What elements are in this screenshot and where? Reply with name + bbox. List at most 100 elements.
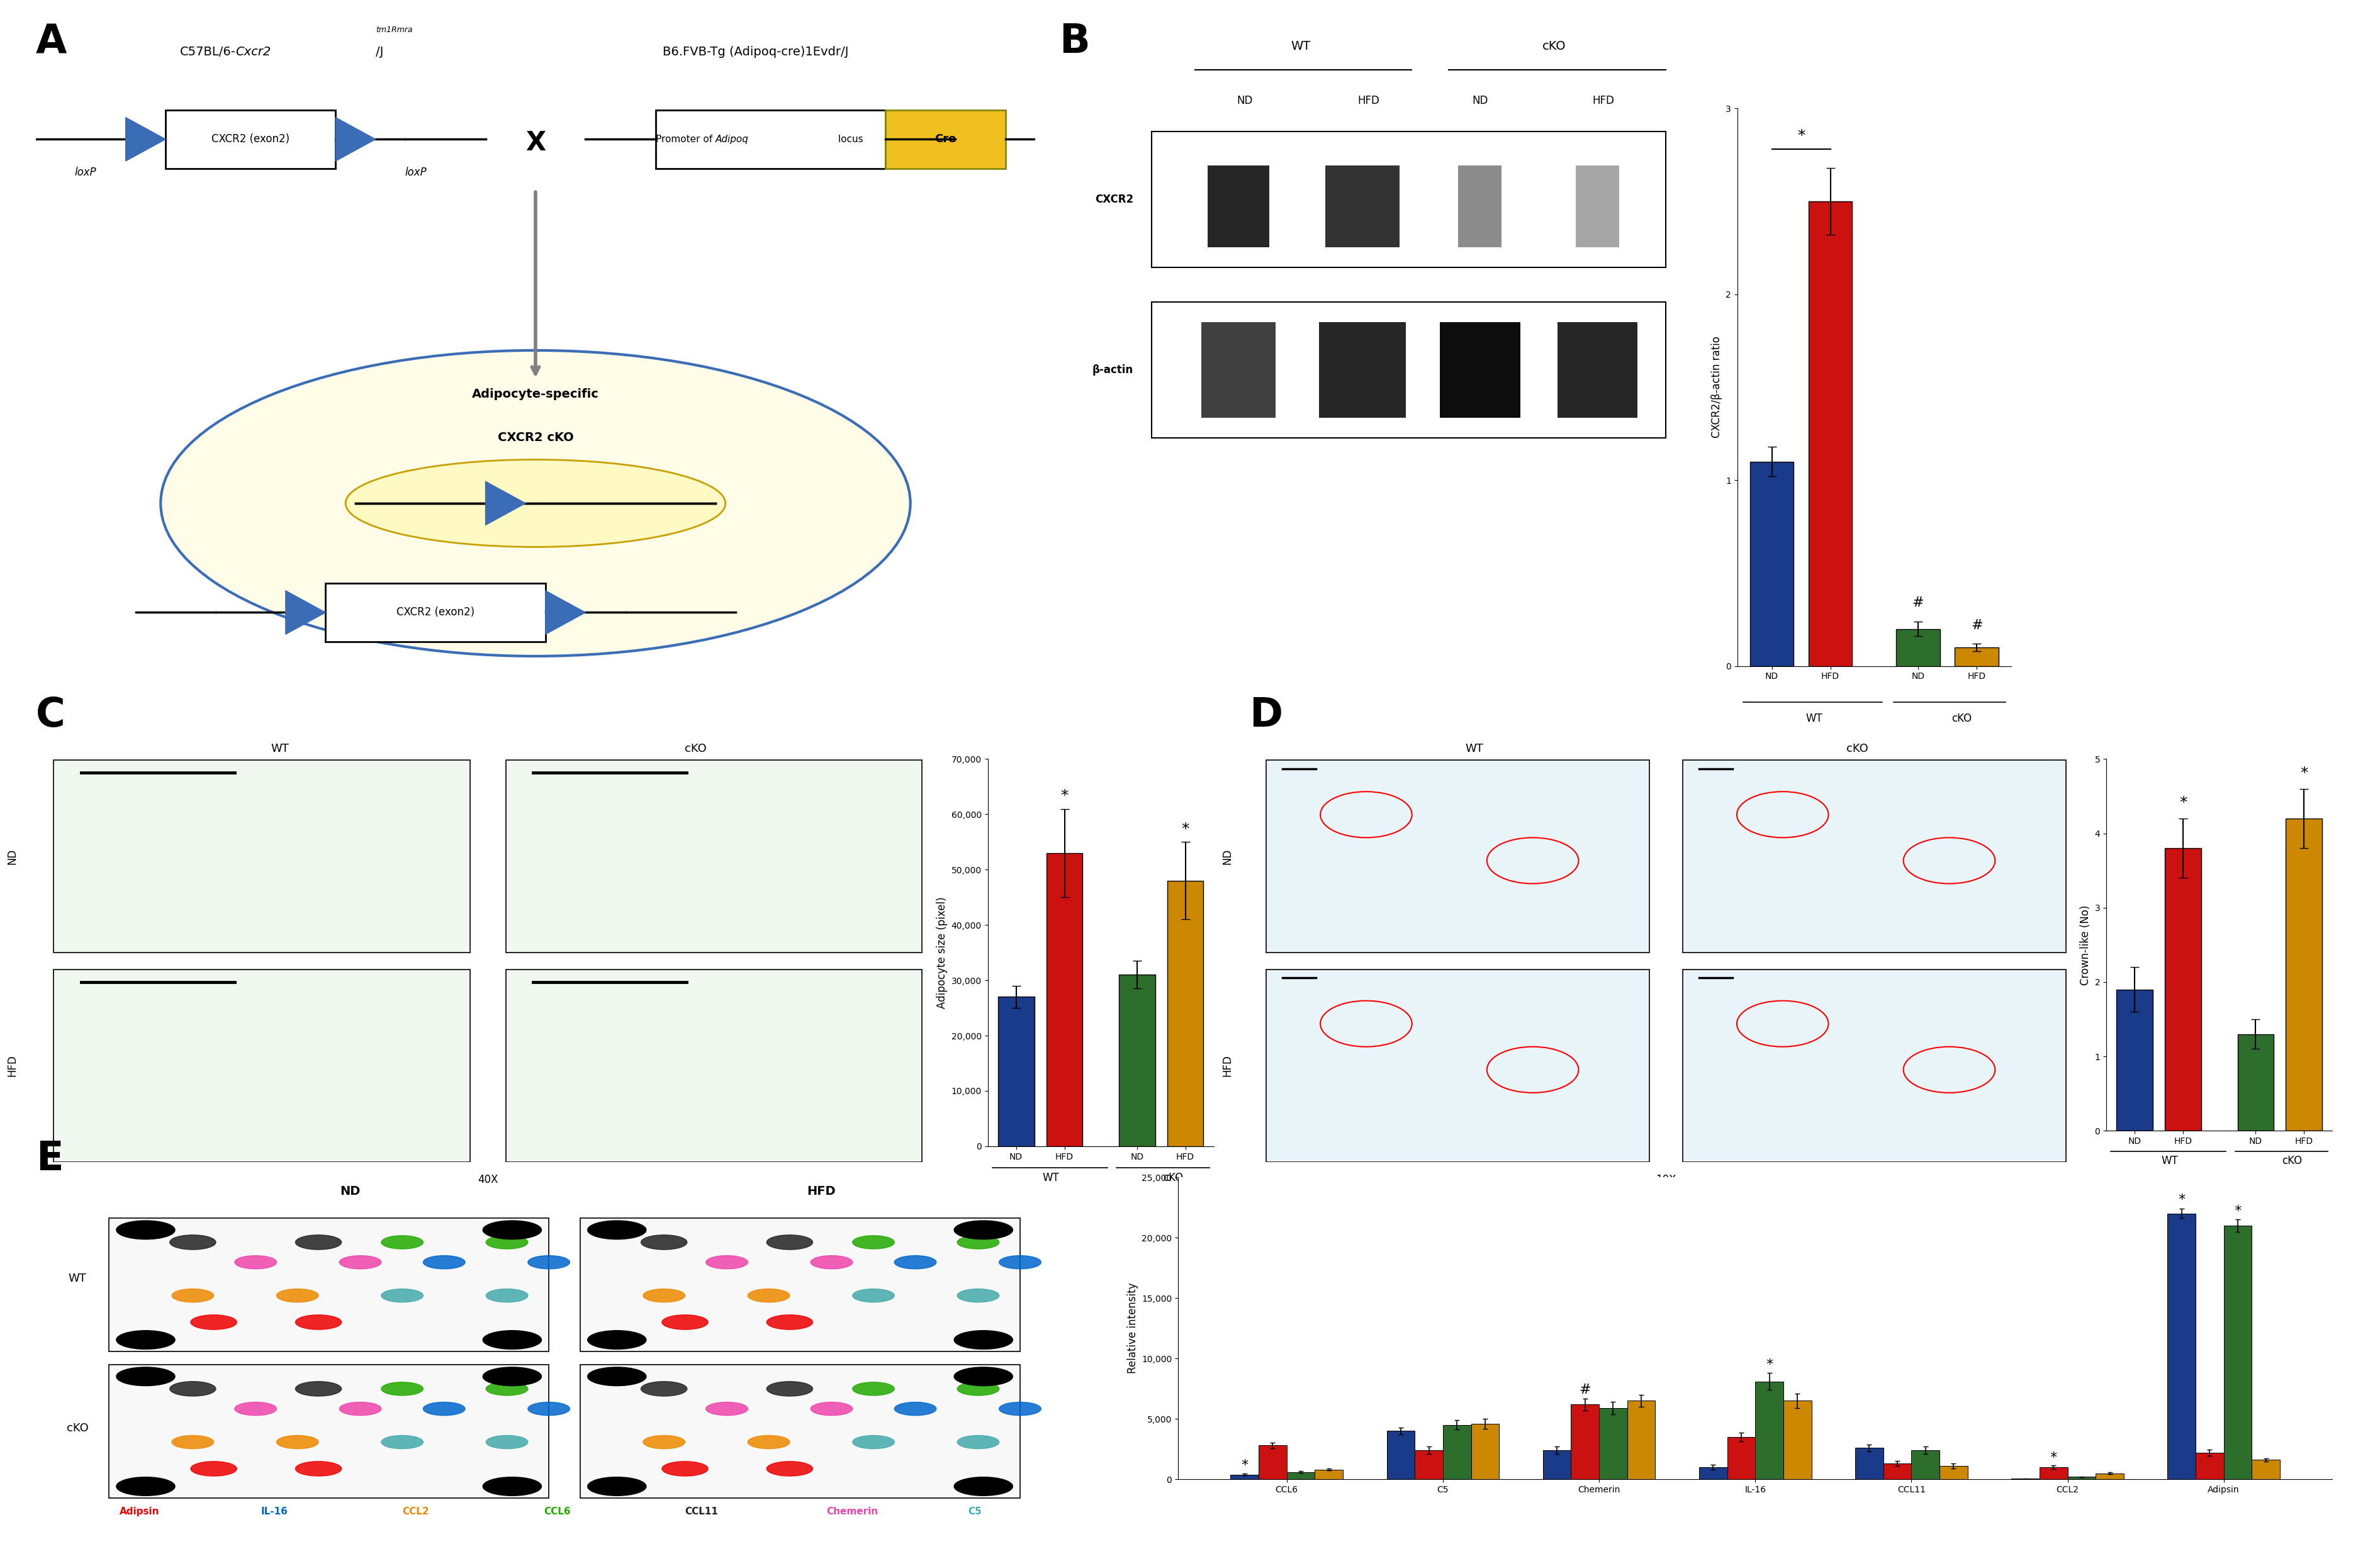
Circle shape bbox=[662, 1461, 707, 1476]
Circle shape bbox=[957, 1436, 1000, 1448]
Bar bbox=[1542, 1450, 1571, 1479]
Circle shape bbox=[424, 1402, 464, 1416]
Circle shape bbox=[895, 1402, 935, 1416]
Text: E: E bbox=[36, 1140, 64, 1179]
Text: CCL11: CCL11 bbox=[685, 1507, 719, 1516]
Text: WT: WT bbox=[1466, 744, 1483, 754]
Y-axis label: Adipocyte size (pixel): Adipocyte size (pixel) bbox=[935, 897, 947, 1008]
Text: #: # bbox=[1911, 596, 1923, 609]
Text: *: * bbox=[2178, 1194, 2185, 1207]
Circle shape bbox=[340, 1402, 381, 1416]
Bar bbox=[2251, 1461, 2280, 1479]
FancyBboxPatch shape bbox=[1557, 322, 1637, 418]
Bar bbox=[2040, 1467, 2068, 1479]
Circle shape bbox=[169, 1382, 217, 1396]
Text: X: X bbox=[526, 130, 545, 156]
FancyBboxPatch shape bbox=[1266, 761, 1649, 953]
Text: Adipoq: Adipoq bbox=[716, 135, 750, 144]
Bar bbox=[1728, 1437, 1756, 1479]
Bar bbox=[2223, 1225, 2251, 1479]
Bar bbox=[1699, 1467, 1728, 1479]
Circle shape bbox=[381, 1289, 424, 1303]
Polygon shape bbox=[286, 590, 326, 635]
Circle shape bbox=[236, 1402, 276, 1416]
Text: WT: WT bbox=[271, 744, 288, 754]
Circle shape bbox=[588, 1368, 647, 1386]
Bar bbox=[1388, 1431, 1414, 1479]
Circle shape bbox=[236, 1256, 276, 1269]
Polygon shape bbox=[336, 118, 376, 161]
FancyBboxPatch shape bbox=[1152, 132, 1666, 268]
Circle shape bbox=[640, 1235, 688, 1250]
FancyBboxPatch shape bbox=[1319, 322, 1407, 418]
FancyBboxPatch shape bbox=[655, 110, 885, 169]
Circle shape bbox=[381, 1382, 424, 1396]
Text: *: * bbox=[1766, 1358, 1773, 1371]
Circle shape bbox=[528, 1402, 569, 1416]
Circle shape bbox=[957, 1289, 1000, 1303]
Text: /J: /J bbox=[376, 46, 383, 57]
FancyBboxPatch shape bbox=[1152, 302, 1666, 438]
Bar bbox=[1628, 1400, 1656, 1479]
Circle shape bbox=[381, 1436, 424, 1448]
Circle shape bbox=[766, 1315, 812, 1329]
Text: A: A bbox=[36, 23, 67, 62]
Text: cKO: cKO bbox=[67, 1422, 88, 1434]
Text: ND: ND bbox=[1471, 96, 1488, 107]
FancyBboxPatch shape bbox=[326, 584, 545, 641]
Circle shape bbox=[381, 1236, 424, 1248]
Y-axis label: CXCR2/β-actin ratio: CXCR2/β-actin ratio bbox=[1711, 336, 1723, 438]
Circle shape bbox=[954, 1221, 1014, 1239]
Circle shape bbox=[895, 1256, 935, 1269]
Bar bbox=[1940, 1465, 1968, 1479]
Bar bbox=[2166, 849, 2202, 1131]
Circle shape bbox=[483, 1478, 543, 1496]
Circle shape bbox=[640, 1382, 688, 1396]
Text: 10X: 10X bbox=[1656, 1174, 1676, 1185]
FancyBboxPatch shape bbox=[1207, 166, 1269, 248]
Bar bbox=[1897, 629, 1940, 666]
Circle shape bbox=[852, 1436, 895, 1448]
Circle shape bbox=[340, 1256, 381, 1269]
Circle shape bbox=[747, 1289, 790, 1303]
Bar bbox=[2168, 1213, 2197, 1479]
Bar bbox=[1809, 201, 1852, 666]
Text: ND: ND bbox=[340, 1185, 359, 1197]
FancyBboxPatch shape bbox=[55, 970, 469, 1162]
Text: cKO: cKO bbox=[2282, 1156, 2301, 1166]
Circle shape bbox=[643, 1289, 685, 1303]
Text: CCL2: CCL2 bbox=[402, 1507, 428, 1516]
Bar bbox=[1047, 853, 1083, 1146]
Circle shape bbox=[171, 1289, 214, 1303]
Text: *: * bbox=[2049, 1451, 2056, 1464]
Ellipse shape bbox=[159, 350, 912, 657]
FancyBboxPatch shape bbox=[581, 1365, 1021, 1498]
FancyBboxPatch shape bbox=[1683, 970, 2066, 1162]
FancyBboxPatch shape bbox=[1266, 970, 1649, 1162]
Circle shape bbox=[169, 1235, 217, 1250]
Circle shape bbox=[852, 1289, 895, 1303]
Text: HFD: HFD bbox=[1221, 1055, 1233, 1077]
Text: Chemerin: Chemerin bbox=[826, 1507, 878, 1516]
Circle shape bbox=[766, 1461, 812, 1476]
Circle shape bbox=[1000, 1256, 1040, 1269]
Text: locus: locus bbox=[835, 135, 864, 144]
Circle shape bbox=[528, 1256, 569, 1269]
FancyBboxPatch shape bbox=[1440, 322, 1521, 418]
Circle shape bbox=[483, 1368, 543, 1386]
Text: HFD: HFD bbox=[7, 1055, 17, 1077]
Bar bbox=[2116, 990, 2154, 1131]
Circle shape bbox=[117, 1368, 176, 1386]
Text: B: B bbox=[1059, 22, 1090, 62]
FancyBboxPatch shape bbox=[1326, 166, 1399, 248]
Text: CXCR2 (exon2): CXCR2 (exon2) bbox=[397, 607, 474, 618]
Text: HFD: HFD bbox=[807, 1185, 835, 1197]
Circle shape bbox=[662, 1315, 707, 1329]
Text: Cxcr2: Cxcr2 bbox=[236, 46, 271, 57]
Circle shape bbox=[295, 1382, 340, 1396]
Bar bbox=[1954, 647, 1999, 666]
Circle shape bbox=[1000, 1402, 1040, 1416]
FancyBboxPatch shape bbox=[885, 110, 1004, 169]
Circle shape bbox=[295, 1315, 340, 1329]
Text: cKO: cKO bbox=[1847, 744, 1868, 754]
